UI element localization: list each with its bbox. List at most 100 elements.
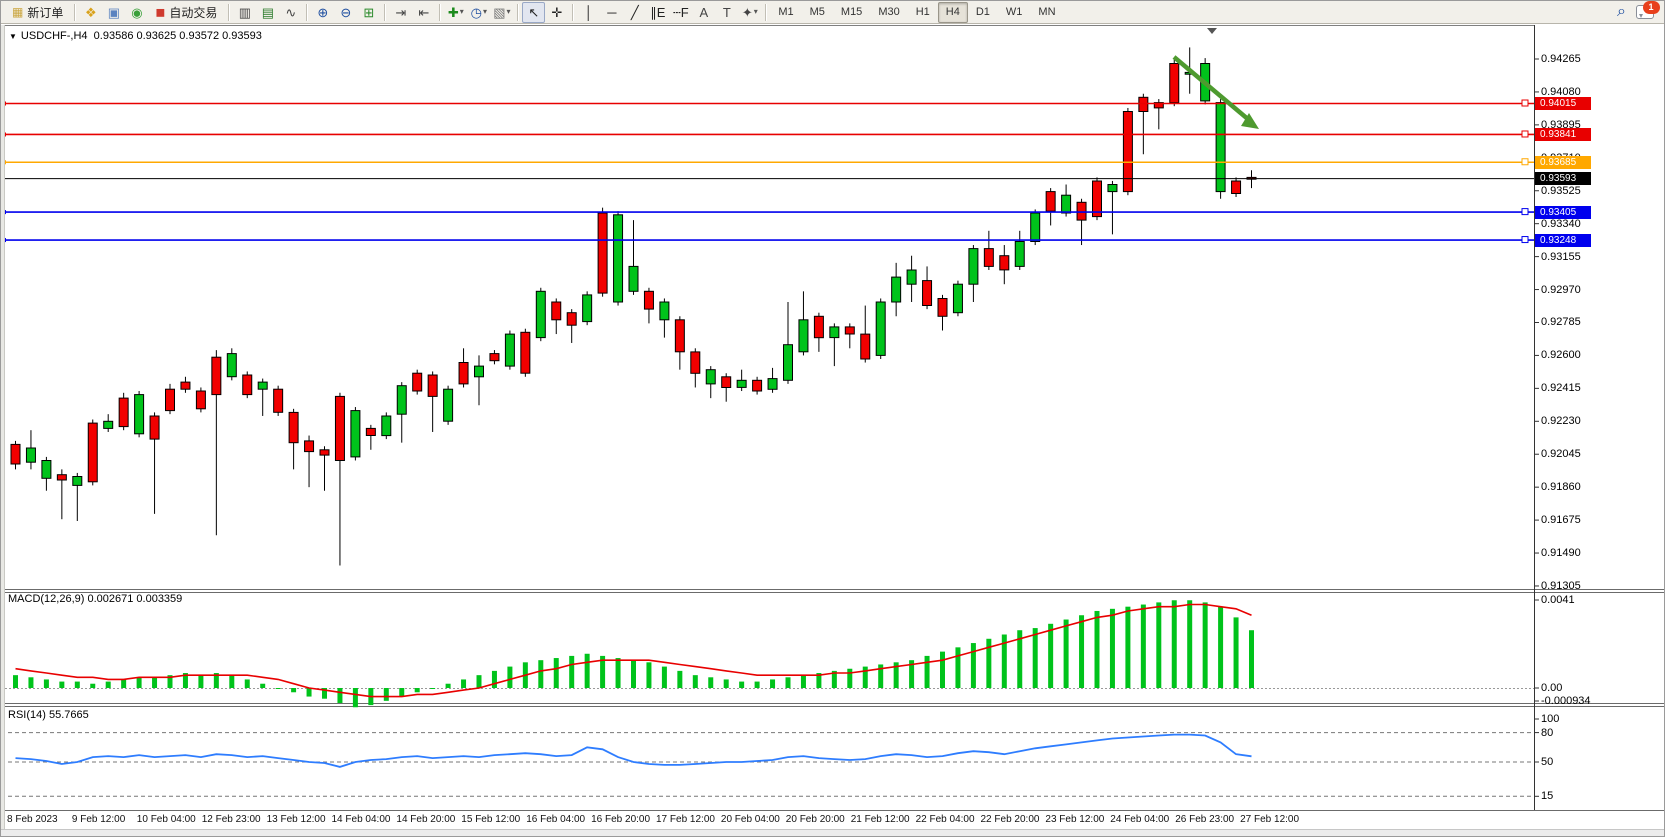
window-left-border <box>1 25 5 829</box>
candlestick-chart-icon[interactable]: ▤ <box>261 4 274 20</box>
price-tick-label: 0.91490 <box>1541 547 1581 560</box>
zoom-in-icon[interactable]: ⊕ <box>317 4 329 20</box>
new-order-icon: ▦ <box>12 5 24 19</box>
date-tick-label: 8 Feb 2023 <box>7 814 58 825</box>
autotrading-label: 自动交易 <box>169 5 218 20</box>
chat-icon[interactable]: 1 <box>1633 1 1660 23</box>
price-tick-label: 0.94080 <box>1541 85 1581 98</box>
date-tick-label: 24 Feb 04:00 <box>1110 814 1170 825</box>
line-chart-icon[interactable]: ∿ <box>285 4 297 20</box>
symbol-period-label: USDCHF-,H4 <box>20 30 88 42</box>
indicators-icon[interactable]: ✚ ▾ <box>447 4 464 20</box>
price-tick-label: 0.92045 <box>1541 448 1581 461</box>
price-tick-label: 0.94265 <box>1541 53 1581 65</box>
timeframe-M15[interactable]: M15 <box>840 6 863 18</box>
crosshair-icon[interactable]: ✛ <box>551 4 563 20</box>
timeframe-MN[interactable]: MN <box>1038 6 1056 18</box>
search-icon[interactable]: ⌕ <box>1617 3 1626 20</box>
rsi-label: RSI(14) 55.7665 <box>8 709 89 721</box>
toolbar-separator <box>439 3 441 21</box>
hline-price-tag: 0.93841 <box>1535 127 1591 141</box>
equidistant-channel-icon[interactable]: ∥E <box>650 4 666 20</box>
rsi-axis-label: 80 <box>1541 726 1554 739</box>
price-tick-label: 0.91675 <box>1541 514 1581 527</box>
tile-windows-icon[interactable]: ⊞ <box>363 4 375 20</box>
annotation-arrow <box>1172 55 1251 122</box>
macd-axis-label: -0.000934 <box>1541 695 1591 707</box>
date-tick-label: 20 Feb 04:00 <box>720 814 780 825</box>
date-tick-label: 23 Feb 12:00 <box>1045 814 1105 825</box>
timeframe-H4[interactable]: H4 <box>937 1 968 23</box>
timeframe-H1[interactable]: H1 <box>915 6 930 18</box>
collapse-triangle-icon[interactable]: ▼ <box>9 32 17 41</box>
date-tick-label: 17 Feb 12:00 <box>656 814 715 825</box>
auto-scroll-icon[interactable]: ⇥ <box>395 4 407 20</box>
chart-shift-marker-icon <box>1207 28 1217 34</box>
vertical-line-icon[interactable]: │ <box>584 4 593 20</box>
dropdown-caret-icon[interactable]: ▾ <box>753 7 758 16</box>
price-tag-icon[interactable]: ❖ <box>85 4 97 20</box>
notification-badge: 1 <box>1642 1 1660 14</box>
main-toolbar: ▦ 新订单 ❖ ▣ ◉ ◼ 自动交易 ▥ ▤ ∿ ⊕ ⊖ ⊞ ⇥ ⇤ ✚ ▾ ◷ ▾ ▧ ▾ ↖ ✛ │ ─ ╱ ∥E ┄F A T ✦ ▾ M… <box>1 1 1664 24</box>
current-price-tag: 0.93593 <box>1535 172 1591 186</box>
timeframe-M1[interactable]: M1 <box>778 6 794 18</box>
timeframe-M30[interactable]: M30 <box>878 6 900 18</box>
hline-price-tag: 0.93248 <box>1535 233 1591 247</box>
timeframe-W1[interactable]: W1 <box>1005 6 1023 18</box>
date-tick-label: 26 Feb 23:00 <box>1175 814 1235 825</box>
new-order-button[interactable]: ▦ 新订单 <box>5 2 70 23</box>
dropdown-caret-icon[interactable]: ▾ <box>506 7 511 16</box>
window-bottom-strip <box>1 829 1664 836</box>
autotrading-icon: ◼ <box>155 5 166 19</box>
date-tick-label: 16 Feb 20:00 <box>591 814 651 825</box>
date-tick-label: 12 Feb 23:00 <box>201 814 261 825</box>
hline-price-tag: 0.94015 <box>1535 97 1591 110</box>
price-tick-label: 0.92970 <box>1541 283 1581 296</box>
chat-bubble-icon[interactable]: 1 <box>1635 1 1660 19</box>
price-tick-label: 0.92785 <box>1541 316 1581 329</box>
autotrading-button[interactable]: ◼ 自动交易 <box>148 2 224 23</box>
rsi-line <box>15 733 1252 768</box>
terminal-icon[interactable]: ▣ <box>107 4 120 20</box>
date-tick-label: 27 Feb 12:00 <box>1240 814 1300 825</box>
date-tick-label: 22 Feb 20:00 <box>980 814 1040 825</box>
zoom-out-icon[interactable]: ⊖ <box>340 4 352 20</box>
fibonacci-icon[interactable]: ┄F <box>672 4 689 20</box>
trendline-icon[interactable]: ╱ <box>630 4 639 20</box>
dropdown-caret-icon[interactable]: ▾ <box>483 7 488 16</box>
macd-axis-label: 0.0041 <box>1541 594 1575 606</box>
price-tick-label: 0.92230 <box>1541 415 1581 428</box>
price-tick-label: 0.92600 <box>1541 349 1581 362</box>
macd-axis-label: 0.00 <box>1541 682 1563 694</box>
chart-title-overlay[interactable]: ▼ USDCHF-,H4 0.93586 0.93625 0.93572 0.93… <box>9 30 262 42</box>
signals-icon[interactable]: ◉ <box>131 4 143 20</box>
date-tick-label: 16 Feb 04:00 <box>526 814 586 825</box>
dropdown-caret-icon[interactable]: ▾ <box>459 7 464 16</box>
text-label-icon[interactable]: T <box>722 4 731 20</box>
toolbar-separator <box>765 3 767 21</box>
chart-shift-icon[interactable]: ⇤ <box>418 4 430 20</box>
toolbar-separator <box>74 3 76 21</box>
price-tick-label: 0.93155 <box>1541 250 1581 263</box>
macd-label: MACD(12,26,9) 0.002671 0.003359 <box>8 593 183 605</box>
date-tick-label: 13 Feb 12:00 <box>266 814 326 825</box>
toolbar-separator <box>384 3 386 21</box>
horizontal-line-icon[interactable]: ─ <box>607 4 617 20</box>
date-tick-label: 15 Feb 12:00 <box>461 814 521 825</box>
periods-icon[interactable]: ◷ ▾ <box>470 4 488 20</box>
cursor-icon[interactable]: ↖ <box>522 1 546 23</box>
toolbar-separator <box>517 3 519 21</box>
date-tick-label: 20 Feb 20:00 <box>785 814 845 825</box>
timeframe-M5[interactable]: M5 <box>809 6 825 18</box>
date-tick-label: 9 Feb 12:00 <box>71 814 126 825</box>
text-icon[interactable]: A <box>699 4 709 20</box>
hline-price-tag: 0.93685 <box>1535 155 1591 169</box>
ohlc-values: 0.93586 0.93625 0.93572 0.93593 <box>93 30 262 42</box>
arrows-icon[interactable]: ✦ ▾ <box>741 4 758 20</box>
bar-chart-icon[interactable]: ▥ <box>238 4 251 20</box>
timeframe-D1[interactable]: D1 <box>975 6 990 18</box>
rsi-axis-label: 100 <box>1541 713 1560 725</box>
templates-icon[interactable]: ▧ ▾ <box>493 4 511 20</box>
